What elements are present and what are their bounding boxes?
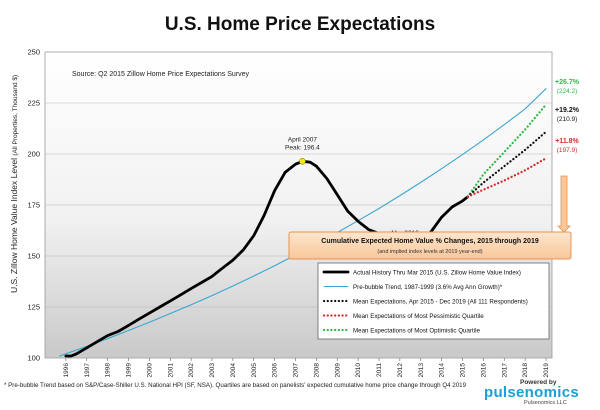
legend-box <box>317 262 550 340</box>
legend-label: Mean Expectations, Apr 2015 - Dec 2019 (… <box>353 299 528 306</box>
x-tick-label: 1997 <box>84 363 91 378</box>
end-label-pct: +11.8% <box>555 138 579 145</box>
x-tick-label: 2002 <box>188 363 195 378</box>
x-tick-label: 2017 <box>501 363 508 378</box>
x-tick-label: 2004 <box>230 363 237 378</box>
x-tick-label: 2010 <box>355 363 362 378</box>
x-tick-label: 2014 <box>439 363 446 378</box>
callout: Cumulative Expected Home Value % Changes… <box>288 175 572 260</box>
y-tick-label: 250 <box>27 48 40 57</box>
y-tick-label: 175 <box>27 201 40 210</box>
x-tick-label: 2008 <box>313 363 320 378</box>
y-tick-label: 100 <box>27 354 40 363</box>
legend-label: Mean Expectations of Most Pessimistic Qu… <box>353 313 484 320</box>
x-tick-label: 2006 <box>272 363 279 378</box>
peak-label-line1: April 2007 <box>288 136 318 143</box>
x-tick-label: 2009 <box>334 363 341 378</box>
callout-box <box>288 231 572 260</box>
x-tick-label: 2013 <box>418 363 425 378</box>
x-ticks: 1996 1997 1998 1999 2000 2001 2002 2003 2004 2005… <box>63 358 550 377</box>
legend-label: Actual History Thru Mar 2015 (U.S. Zillo… <box>353 270 521 277</box>
callout-sub: (and implied index levels at 2019 year-e… <box>377 249 482 255</box>
x-tick-label: 2015 <box>460 363 467 378</box>
x-tick-label: 2019 <box>543 363 550 378</box>
series-line-3 <box>466 157 548 198</box>
y-ticks: 100 125 150 175 200 225 250 <box>27 48 40 363</box>
x-tick-label: 2016 <box>480 363 487 378</box>
legend: Actual History Thru Mar 2015 (U.S. Zillo… <box>317 262 550 340</box>
x-tick-label: 2000 <box>146 363 153 378</box>
x-tick-label: 1999 <box>126 363 133 378</box>
end-label-level: (224.2) <box>557 88 578 95</box>
y-tick-label: 200 <box>27 150 40 159</box>
x-tick-label: 1998 <box>105 363 112 378</box>
pulsenomics-llc: Pulsenomics LLC <box>524 400 567 406</box>
peak-label-line2: Peak: 196.4 <box>285 144 320 151</box>
y-tick-label: 125 <box>27 303 40 312</box>
callout-title: Cumulative Expected Home Value % Changes… <box>321 238 539 245</box>
peak-marker <box>299 158 306 165</box>
powered-by-label: Powered by <box>520 379 557 386</box>
end-label-level: (210.9) <box>557 116 578 123</box>
callout-arrow <box>557 175 571 233</box>
x-tick-label: 2001 <box>167 363 174 378</box>
footnote: * Pre-bubble Trend based on S&P/Case-Shi… <box>4 382 467 389</box>
pulsenomics-logo: pulsenomics <box>484 384 579 401</box>
y-tick-label: 150 <box>27 252 40 261</box>
legend-label: Pre-bubble Trend, 1987-1999 (3.6% Avg An… <box>353 284 503 291</box>
y-tick-label: 225 <box>27 99 40 108</box>
end-label-pct: +19.2% <box>555 107 580 114</box>
series-line-2 <box>466 130 548 198</box>
x-tick-label: 1996 <box>63 363 70 378</box>
x-tick-label: 2011 <box>376 363 383 377</box>
x-tick-label: 2005 <box>251 363 258 378</box>
x-tick-label: 2012 <box>397 363 404 378</box>
series-line-4 <box>466 103 548 198</box>
legend-label: Mean Expectations of Most Optimistic Qua… <box>353 328 480 335</box>
end-label-level: (197.9) <box>557 147 578 154</box>
x-tick-label: 2003 <box>209 363 216 378</box>
end-label-pct: +26.7% <box>555 79 580 86</box>
chart-title: U.S. Home Price Expectations <box>164 14 436 35</box>
x-tick-label: 2007 <box>293 363 300 378</box>
x-tick-label: 2018 <box>522 363 529 378</box>
source-note: Source: Q2 2015 Zillow Home Price Expect… <box>72 71 250 78</box>
